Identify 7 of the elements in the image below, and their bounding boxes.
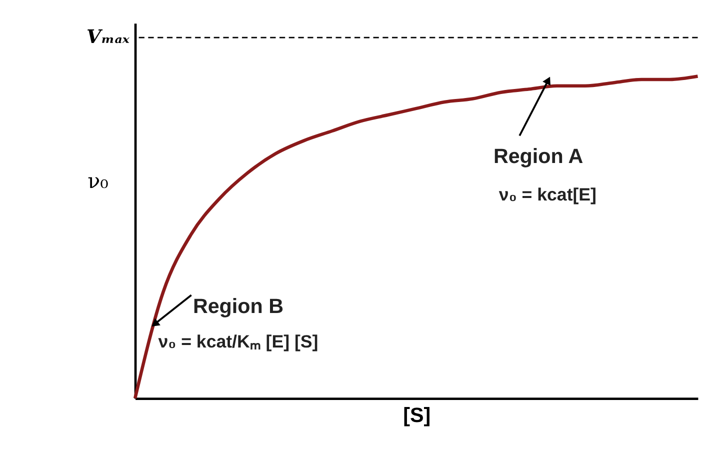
annotation: ν₀ = kcat/Kₘ [E] [S] (158, 332, 318, 352)
annotation: ν₀ = kcat[E] (498, 184, 596, 204)
x-axis-title: [S] (403, 404, 431, 428)
annotation: Region A (493, 144, 584, 168)
ref-line-label: Vₘₐₓ (86, 26, 130, 48)
y-axis-title: ν₀ (88, 168, 108, 193)
annotation: Region B (192, 294, 284, 318)
